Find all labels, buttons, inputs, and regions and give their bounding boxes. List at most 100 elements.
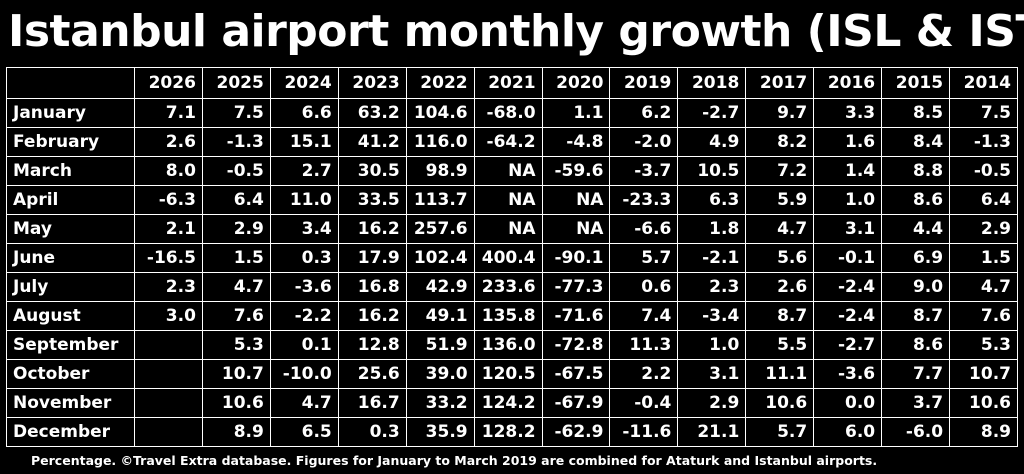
- table-row: June -16.5 1.5 0.3 17.9 102.4 400.4 -90.1 5.7 -2.…: [6, 243, 1018, 273]
- growth-value-cell: -2.1: [677, 243, 747, 273]
- growth-value-cell: 10.6: [745, 388, 815, 418]
- growth-value-cell: 33.2: [405, 388, 475, 418]
- growth-value-cell: -11.6: [609, 417, 679, 447]
- table-row: November 10.6 4.7 16.7 33.2 124.2 -67.9 -0.4 2.9…: [6, 388, 1018, 418]
- growth-value-cell: 257.6: [405, 214, 475, 244]
- growth-value-cell: 124.2: [473, 388, 543, 418]
- growth-value-cell: -77.3: [541, 272, 611, 302]
- table-row: February 2.6 -1.3 15.1 41.2 116.0 -64.2 -4.8 -2.…: [6, 127, 1018, 157]
- year-header: 2014: [949, 67, 1018, 99]
- growth-value-cell: 21.1: [677, 417, 747, 447]
- growth-value-cell: 8.8: [881, 156, 951, 186]
- growth-value-cell: -2.7: [813, 330, 883, 360]
- growth-value-cell: 8.7: [745, 301, 815, 331]
- footnote: Percentage. ©Travel Extra database. Figu…: [31, 453, 878, 468]
- table-row: October 10.7 -10.0 25.6 39.0 120.5 -67.5 2.2 3.1…: [6, 359, 1018, 389]
- month-label: April: [6, 185, 135, 215]
- growth-value-cell: 16.2: [337, 301, 407, 331]
- growth-value-cell: 6.0: [813, 417, 883, 447]
- growth-value-cell: 3.3: [813, 98, 883, 128]
- growth-value-cell: -6.0: [881, 417, 951, 447]
- growth-value-cell: 15.1: [269, 127, 339, 157]
- month-label: June: [6, 243, 135, 273]
- year-header: 2017: [745, 67, 815, 99]
- growth-value-cell: 5.5: [745, 330, 815, 360]
- month-label: February: [6, 127, 135, 157]
- year-header: 2024: [269, 67, 339, 99]
- growth-value-cell: -2.0: [609, 127, 679, 157]
- growth-value-cell: 2.9: [677, 388, 747, 418]
- growth-table: 2026 2025 2024 2023 2022 2021 2020 2019 2018 2017…: [6, 67, 1018, 447]
- growth-value-cell: 9.0: [881, 272, 951, 302]
- growth-value-cell: -6.6: [609, 214, 679, 244]
- growth-value-cell: 10.6: [949, 388, 1018, 418]
- corner-cell: [6, 67, 135, 99]
- year-header: 2016: [813, 67, 883, 99]
- growth-value-cell: -2.4: [813, 301, 883, 331]
- growth-value-cell: 233.6: [473, 272, 543, 302]
- growth-value-cell: 1.0: [813, 185, 883, 215]
- growth-value-cell: 3.4: [269, 214, 339, 244]
- growth-value-cell: 7.6: [201, 301, 271, 331]
- growth-value-cell: 30.5: [337, 156, 407, 186]
- growth-value-cell: 11.1: [745, 359, 815, 389]
- growth-value-cell: 10.5: [677, 156, 747, 186]
- month-label: August: [6, 301, 135, 331]
- growth-value-cell: NA: [541, 185, 611, 215]
- growth-value-cell: 8.9: [201, 417, 271, 447]
- growth-value-cell: 98.9: [405, 156, 475, 186]
- growth-value-cell: 2.1: [134, 214, 203, 244]
- growth-value-cell: -59.6: [541, 156, 611, 186]
- growth-value-cell: 120.5: [473, 359, 543, 389]
- growth-value-cell: -1.3: [201, 127, 271, 157]
- growth-value-cell: 0.3: [337, 417, 407, 447]
- growth-value-cell: NA: [473, 156, 543, 186]
- chart-title: Istanbul airport monthly growth (ISL & I…: [8, 6, 1024, 57]
- growth-value-cell: 2.3: [677, 272, 747, 302]
- growth-value-cell: [134, 330, 203, 360]
- growth-value-cell: 5.3: [949, 330, 1018, 360]
- growth-value-cell: 16.2: [337, 214, 407, 244]
- growth-value-cell: [134, 417, 203, 447]
- year-header: 2025: [201, 67, 271, 99]
- growth-value-cell: 11.0: [269, 185, 339, 215]
- growth-value-cell: -0.1: [813, 243, 883, 273]
- growth-value-cell: 42.9: [405, 272, 475, 302]
- growth-value-cell: 2.6: [134, 127, 203, 157]
- growth-value-cell: 2.9: [949, 214, 1018, 244]
- growth-value-cell: 6.3: [677, 185, 747, 215]
- growth-value-cell: [134, 359, 203, 389]
- growth-value-cell: 400.4: [473, 243, 543, 273]
- growth-value-cell: -0.4: [609, 388, 679, 418]
- month-label: May: [6, 214, 135, 244]
- growth-value-cell: 11.3: [609, 330, 679, 360]
- growth-value-cell: 4.9: [677, 127, 747, 157]
- growth-value-cell: [134, 388, 203, 418]
- growth-value-cell: 0.0: [813, 388, 883, 418]
- growth-value-cell: NA: [473, 214, 543, 244]
- growth-value-cell: 0.6: [609, 272, 679, 302]
- growth-value-cell: 0.3: [269, 243, 339, 273]
- year-header: 2015: [881, 67, 951, 99]
- growth-value-cell: 4.4: [881, 214, 951, 244]
- growth-value-cell: 102.4: [405, 243, 475, 273]
- growth-value-cell: -67.9: [541, 388, 611, 418]
- growth-value-cell: 7.6: [949, 301, 1018, 331]
- growth-value-cell: 3.7: [881, 388, 951, 418]
- growth-value-cell: -23.3: [609, 185, 679, 215]
- growth-value-cell: -2.7: [677, 98, 747, 128]
- year-header: 2022: [405, 67, 475, 99]
- growth-value-cell: 5.7: [745, 417, 815, 447]
- year-header: 2026: [134, 67, 203, 99]
- growth-value-cell: -3.7: [609, 156, 679, 186]
- month-label: July: [6, 272, 135, 302]
- growth-value-cell: 5.7: [609, 243, 679, 273]
- growth-value-cell: 7.5: [201, 98, 271, 128]
- growth-value-cell: 4.7: [201, 272, 271, 302]
- growth-value-cell: 10.7: [201, 359, 271, 389]
- growth-value-cell: -64.2: [473, 127, 543, 157]
- table-row: April -6.3 6.4 11.0 33.5 113.7 NA NA -23.3 6.3 5.9…: [6, 185, 1018, 215]
- growth-value-cell: -3.6: [813, 359, 883, 389]
- growth-value-cell: 8.5: [881, 98, 951, 128]
- growth-value-cell: 9.7: [745, 98, 815, 128]
